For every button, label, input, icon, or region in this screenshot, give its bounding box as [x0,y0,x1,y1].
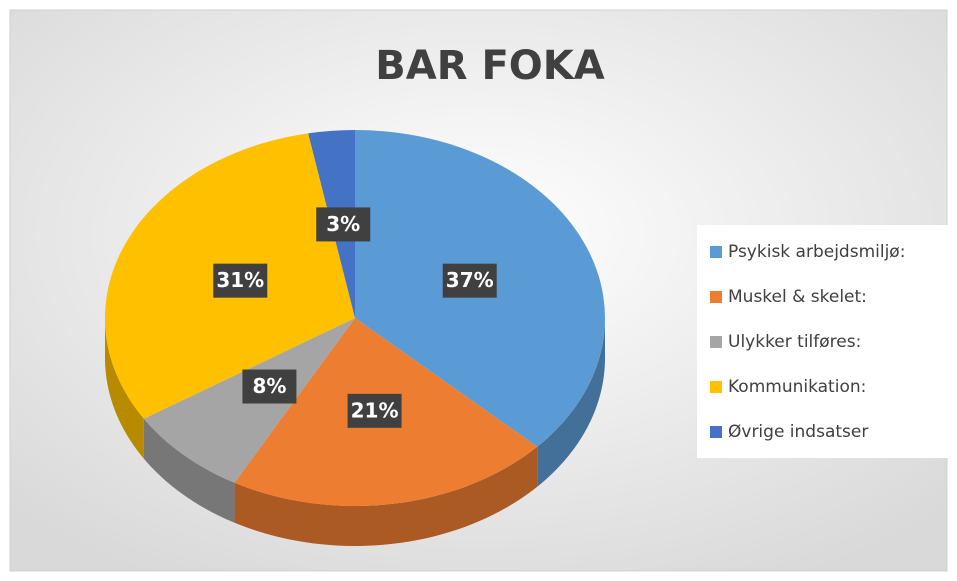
data-label-box [442,263,497,298]
legend-swatch [710,246,722,258]
data-label-box [316,207,371,242]
data-label-box [242,369,297,404]
chart-title: BAR FOKA [375,43,604,89]
slice-side [143,418,235,523]
slice-side [537,318,605,487]
legend-swatch [710,291,722,303]
legend-swatch [710,426,722,438]
legend-label: Ulykker tilføres: [728,332,861,352]
legend-label: Muskel & skelet: [728,287,867,307]
legend-label: Kommunikation: [728,377,866,397]
data-label: 3% [326,212,360,236]
data-label: 21% [351,398,399,422]
legend-swatch [710,381,722,393]
data-label: 8% [252,374,286,398]
data-label: 31% [216,268,264,292]
legend-label: Psykisk arbejdsmiljø: [728,242,905,262]
legend-label: Øvrige indsatser [728,422,868,442]
data-label-box [347,393,402,428]
data-label: 37% [446,268,494,292]
legend-swatch [710,336,722,348]
slice-side [105,318,144,459]
slice-side [234,446,538,546]
legend [697,225,949,458]
data-label-box [213,263,268,298]
